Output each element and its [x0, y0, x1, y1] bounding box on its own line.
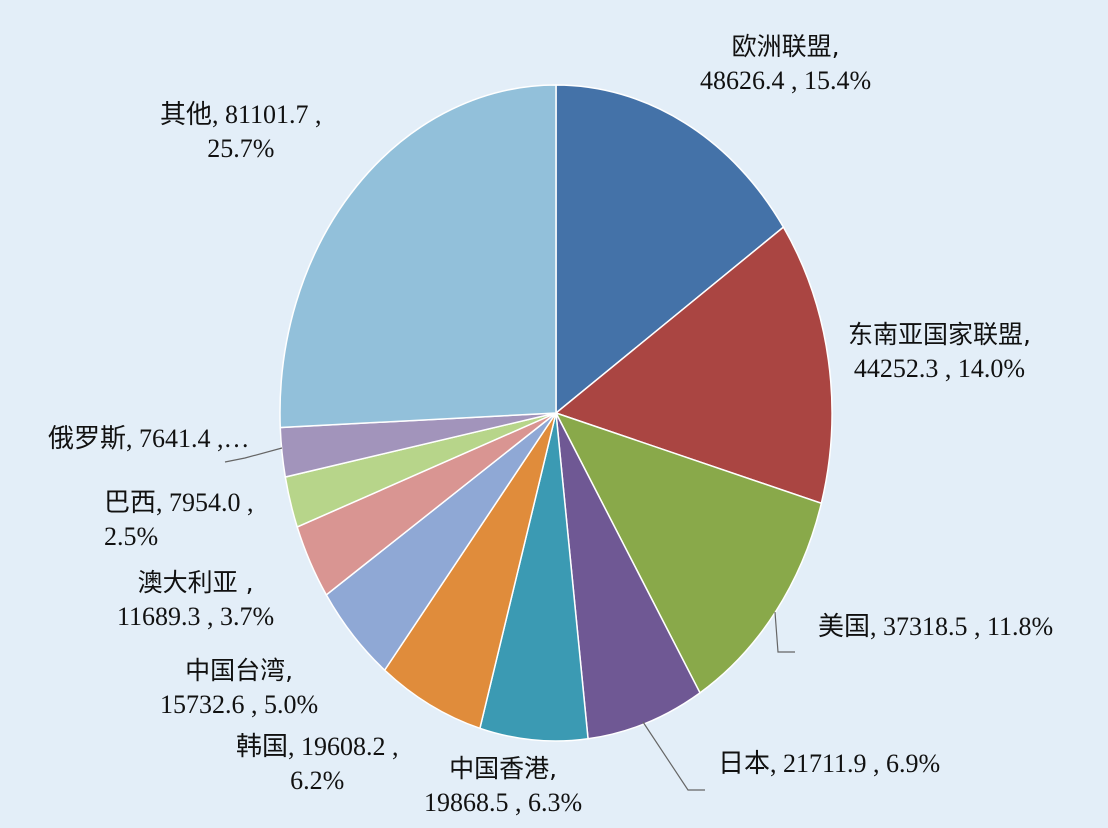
label-hongkong: 中国香港, 19868.5 , 6.3% — [424, 754, 583, 817]
label-asean: 东南亚国家联盟, 44252.3 , 14.0% — [848, 320, 1031, 383]
label-russia: 俄罗斯, 7641.4 ,… — [48, 424, 250, 453]
label-korea: 韩国, 19608.2 , 6.2% — [236, 732, 399, 795]
pie-slice-1 — [554, 226, 833, 505]
leader-usa — [774, 611, 795, 653]
label-japan: 日本, 21711.9 , 6.9% — [718, 749, 941, 778]
pie-slice-2 — [554, 411, 823, 694]
label-taiwan: 中国台湾, 15732.6 , 5.0% — [160, 656, 319, 719]
label-other: 其他, 81101.7 , 25.7% — [160, 100, 322, 163]
label-australia: 澳大利亚 , 11689.3 , 3.7% — [117, 568, 275, 631]
label-usa: 美国, 37318.5 , 11.8% — [818, 612, 1054, 641]
label-brazil: 巴西, 7954.0 , 2.5% — [104, 488, 254, 551]
pie-slice-10 — [279, 84, 557, 429]
label-eu: 欧洲联盟, 48626.4 , 15.4% — [700, 32, 872, 95]
pie-slice-4 — [479, 412, 589, 742]
pie-slice-5 — [383, 412, 557, 730]
leader-japan — [642, 721, 705, 791]
leader-russia — [224, 447, 283, 463]
pie-slice-0 — [555, 84, 785, 415]
pie-slice-3 — [555, 412, 701, 740]
